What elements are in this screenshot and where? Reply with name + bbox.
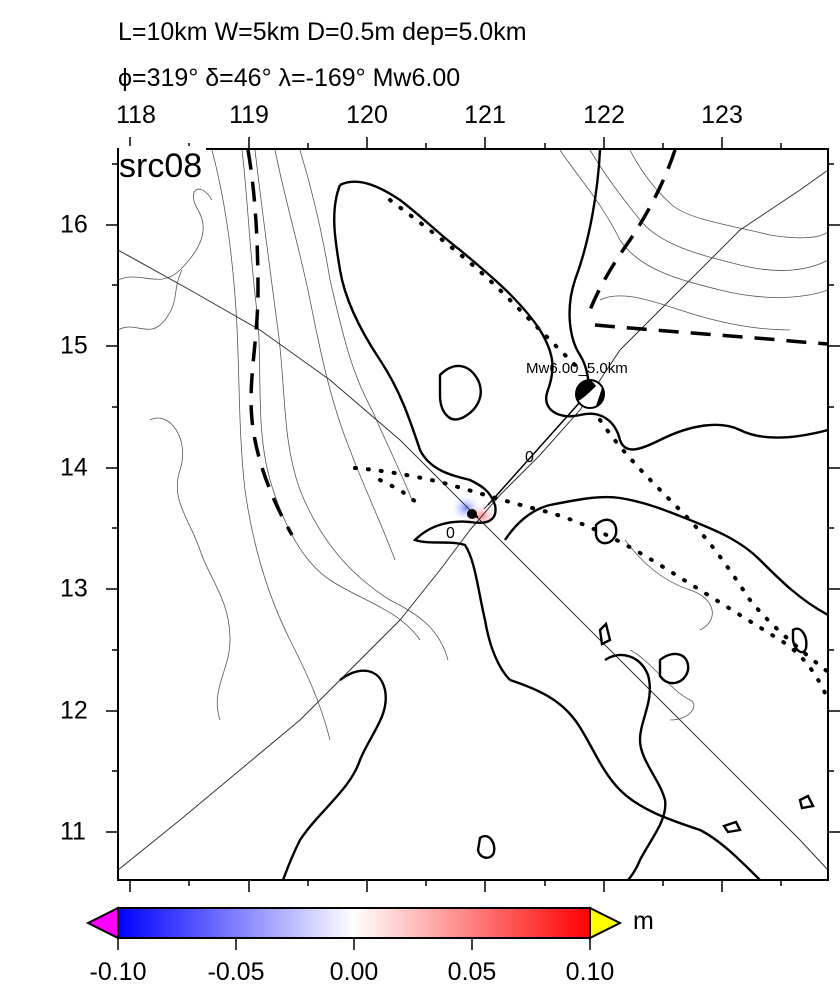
colorbar-tick-label: 0.05	[447, 958, 497, 986]
fault-traces	[118, 169, 828, 871]
colorbar-tick-label: 0.00	[329, 958, 379, 986]
lat-tick-label: 11	[60, 817, 86, 846]
colorbar-unit: m	[633, 907, 654, 935]
mechanism-label: Mw6.00_5.0km	[526, 360, 628, 377]
lat-tick-label: 13	[60, 574, 88, 603]
parameter-line-1: L=10km W=5km D=0.5m dep=5.0km	[118, 18, 527, 46]
colorbar-tick-label: -0.10	[89, 958, 147, 986]
colorbar-tick-label: -0.05	[207, 958, 265, 986]
lat-tick-label: 14	[60, 453, 88, 482]
lon-tick-label: 121	[464, 101, 506, 129]
colorbar-under-triangle	[85, 906, 119, 940]
lon-tick-label: 118	[116, 101, 156, 129]
lon-tick-label: 119	[229, 101, 269, 129]
epicenter-dot	[467, 509, 477, 519]
map-frame	[117, 148, 829, 881]
panel-label: src08	[119, 146, 207, 186]
lat-tick-label: 16	[60, 210, 88, 239]
frame-ticks	[106, 137, 840, 892]
contour-zero-label: 0	[446, 525, 455, 542]
coastlines	[281, 149, 828, 880]
parameter-line-2: ϕ=319° δ=46° λ=-169° Mw6.00	[118, 64, 461, 92]
colorbar-tick-label: 0.10	[565, 958, 615, 986]
lat-tick-label: 12	[60, 696, 88, 725]
lon-tick-label: 122	[583, 101, 625, 129]
lon-tick-label: 120	[346, 101, 388, 129]
contour-zero-label: 0	[525, 449, 534, 466]
bathymetry-contours	[118, 149, 828, 741]
colorbar-gradient	[117, 907, 591, 939]
dotted-boundaries	[353, 198, 828, 702]
plate-boundaries	[246, 149, 828, 536]
colorbar-over-triangle	[589, 906, 623, 940]
lon-tick-label: 123	[701, 101, 743, 129]
lat-tick-label: 15	[60, 331, 88, 360]
beachball-icon	[575, 379, 605, 409]
colorbar	[85, 906, 623, 950]
rupture-marker	[467, 391, 590, 519]
